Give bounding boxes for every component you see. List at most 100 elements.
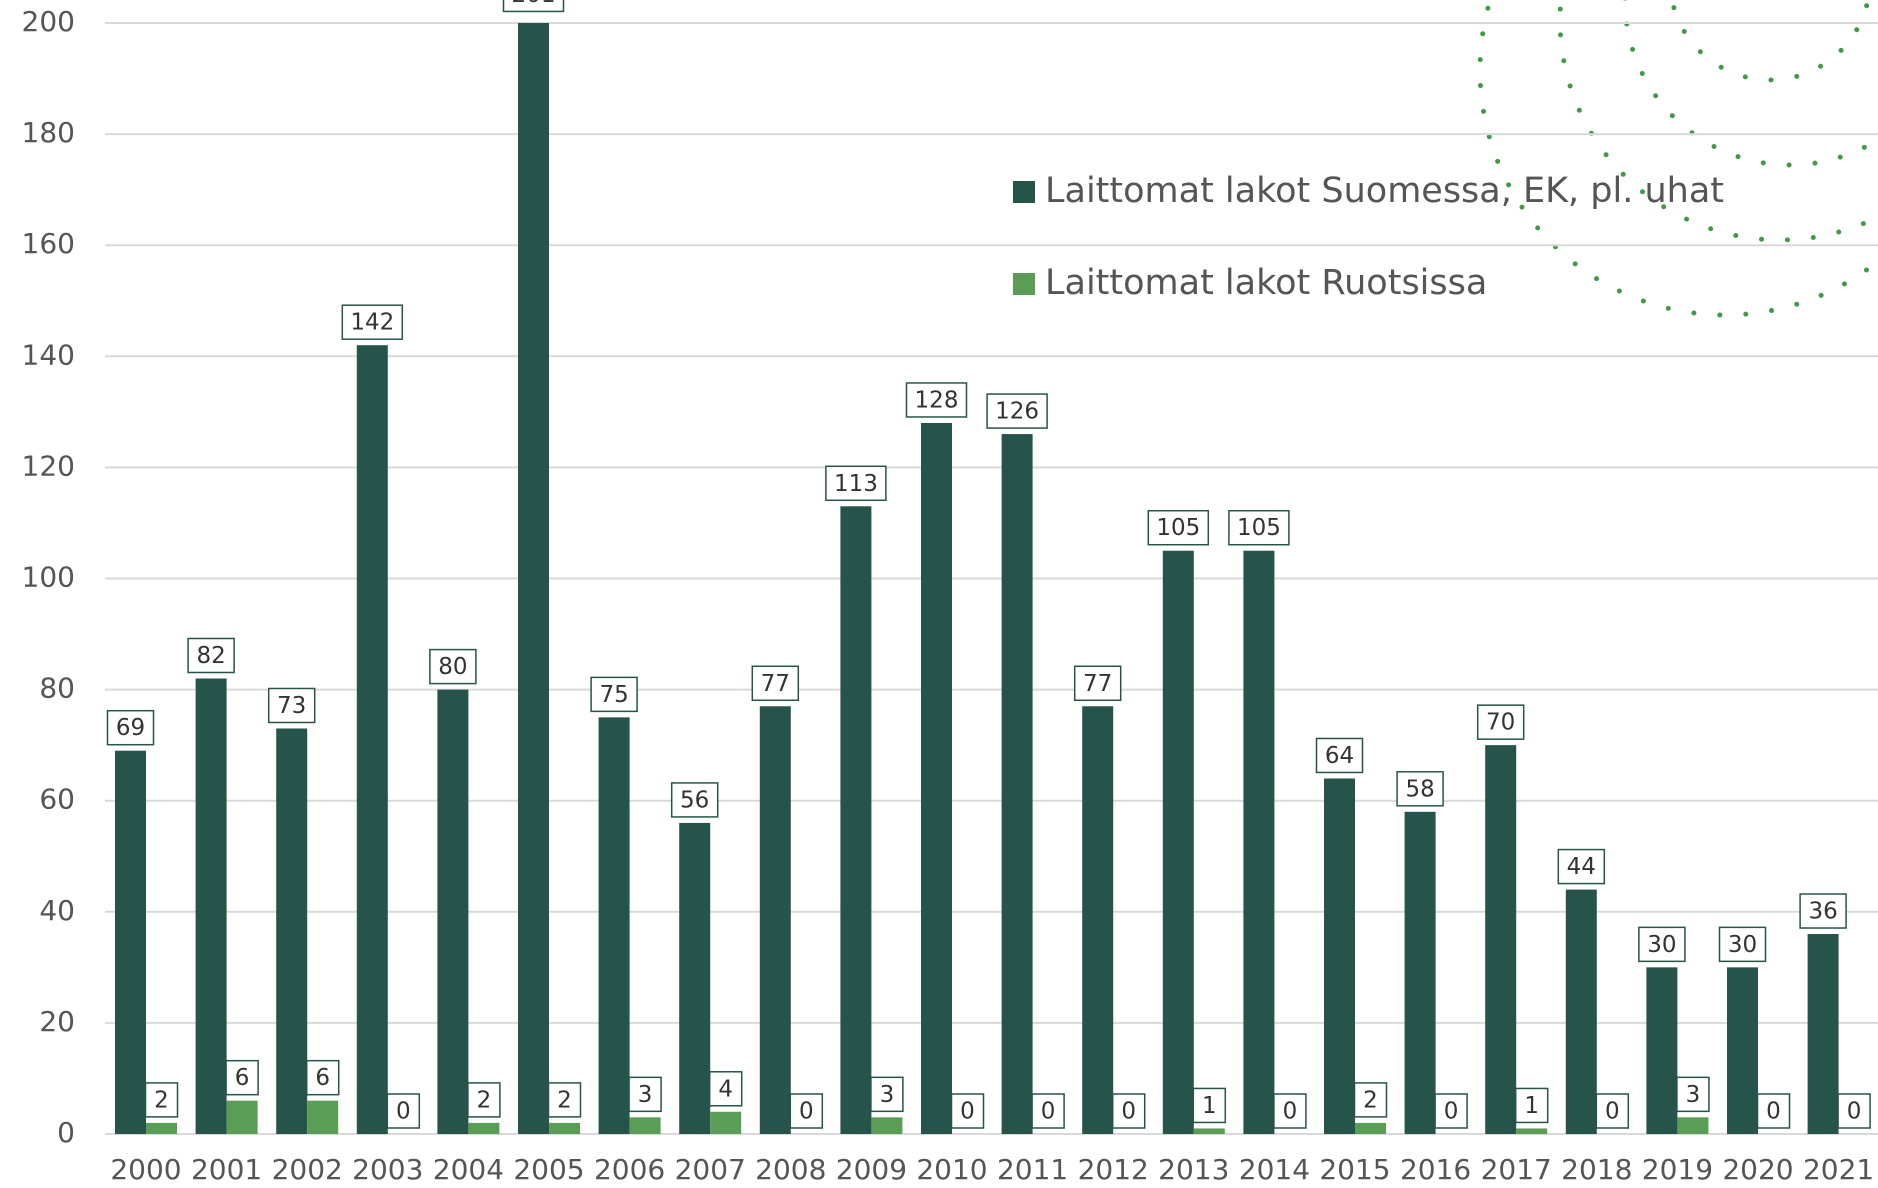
- data-label-box: [1476, 704, 1525, 740]
- bar: [1646, 967, 1678, 1134]
- bar: [226, 1100, 258, 1134]
- bar: [1001, 434, 1033, 1134]
- data-label: 75: [599, 682, 628, 708]
- data-label: 58: [1405, 776, 1434, 802]
- data-label: 70: [1486, 710, 1515, 736]
- data-label: 113: [834, 471, 878, 497]
- bar: [518, 23, 549, 1135]
- bar: [1807, 934, 1839, 1134]
- data-label-box: [1192, 1087, 1227, 1124]
- x-tick-label: 2021: [1803, 1153, 1874, 1186]
- data-label-box: [1073, 665, 1122, 702]
- data-label-box: [1514, 1087, 1549, 1124]
- x-tick-label: 2017: [1481, 1153, 1552, 1186]
- data-label: 0: [1444, 1099, 1459, 1125]
- data-label-box: [187, 637, 235, 674]
- data-label-box: [467, 1082, 501, 1118]
- data-label-box: [341, 304, 404, 340]
- bar: [710, 1111, 742, 1134]
- x-tick-label: 2014: [1239, 1153, 1310, 1186]
- data-label-box: [106, 709, 155, 746]
- data-label-box: [267, 687, 316, 724]
- bar: [1727, 967, 1758, 1134]
- data-label: 6: [235, 1065, 250, 1091]
- data-label: 3: [880, 1082, 895, 1108]
- data-label-box: [305, 1059, 340, 1096]
- data-label: 64: [1325, 743, 1354, 769]
- bars: [115, 23, 1839, 1135]
- bar: [1485, 745, 1517, 1134]
- bar: [840, 506, 872, 1134]
- data-label: 4: [718, 1076, 733, 1102]
- bar: [1162, 550, 1194, 1134]
- bar: [1082, 706, 1114, 1134]
- y-tick-label: 60: [39, 783, 75, 816]
- data-label: 0: [960, 1099, 975, 1125]
- y-tick-label: 160: [22, 227, 75, 260]
- data-label-box: [708, 1071, 743, 1107]
- data-label-box: [1315, 737, 1364, 774]
- data-label: 30: [1728, 932, 1757, 958]
- data-label: 80: [438, 654, 467, 680]
- y-tick-label: 0: [57, 1116, 75, 1149]
- data-label: 126: [995, 399, 1039, 425]
- data-label-box: [986, 393, 1048, 429]
- bar: [468, 1122, 500, 1134]
- legend-label: Laittomat lakot Ruotsissa: [1045, 263, 1487, 303]
- data-label: 77: [761, 671, 790, 697]
- data-label: 77: [1083, 671, 1112, 697]
- bar: [1243, 550, 1275, 1134]
- data-label-box: [1273, 1093, 1307, 1129]
- x-tick-label: 2019: [1642, 1153, 1713, 1186]
- bar: [629, 1117, 661, 1134]
- data-label-box: [1111, 1093, 1146, 1129]
- bar: [1516, 1128, 1548, 1134]
- legend-swatch: [1013, 273, 1035, 295]
- data-label-box: [1557, 848, 1606, 885]
- x-tick-label: 2006: [594, 1153, 665, 1186]
- bar: [307, 1100, 339, 1134]
- decoration: [1477, 0, 1878, 318]
- y-tick-label: 120: [22, 449, 75, 482]
- x-tick-label: 2000: [110, 1153, 181, 1186]
- x-tick-label: 2008: [755, 1153, 826, 1186]
- x-tick-label: 2020: [1722, 1153, 1793, 1186]
- x-tick-label: 2009: [836, 1153, 907, 1186]
- y-tick-label: 180: [22, 116, 75, 149]
- data-label-box: [1676, 1076, 1710, 1113]
- bar: [921, 422, 952, 1135]
- x-tick-label: 2015: [1319, 1153, 1390, 1186]
- data-label: 2: [1363, 1087, 1378, 1113]
- data-label-box: [502, 0, 565, 13]
- data-label: 0: [1041, 1099, 1056, 1125]
- x-tick-label: 2002: [272, 1153, 343, 1186]
- data-label-box: [1228, 509, 1290, 546]
- labels: 2000692200182620027362003142020048022005…: [106, 0, 1874, 1186]
- data-label: 2: [154, 1087, 169, 1113]
- bar: [115, 750, 146, 1134]
- data-label-box: [950, 1093, 985, 1129]
- data-label-box: [590, 676, 638, 713]
- data-label-box: [1718, 926, 1767, 963]
- x-tick-label: 2013: [1158, 1153, 1229, 1186]
- bar: [598, 717, 630, 1134]
- data-label: 105: [1156, 515, 1200, 541]
- x-tick-label: 2003: [352, 1153, 423, 1186]
- bar: [549, 1122, 580, 1134]
- data-label-box: [1837, 1093, 1871, 1129]
- bar: [1355, 1122, 1386, 1134]
- data-label: 0: [1605, 1099, 1620, 1125]
- legend-label: Laittomat lakot Suomessa, EK, pl. uhat: [1045, 171, 1724, 211]
- data-label: 56: [680, 787, 709, 813]
- bar: [276, 728, 308, 1134]
- data-label: 128: [915, 387, 959, 413]
- bar: [871, 1117, 903, 1134]
- data-label-box: [670, 782, 719, 818]
- x-tick-label: 2012: [1078, 1153, 1149, 1186]
- data-label: 73: [277, 693, 306, 719]
- data-label-box: [386, 1093, 421, 1129]
- data-label: 3: [638, 1082, 653, 1108]
- data-label: 0: [1121, 1099, 1136, 1125]
